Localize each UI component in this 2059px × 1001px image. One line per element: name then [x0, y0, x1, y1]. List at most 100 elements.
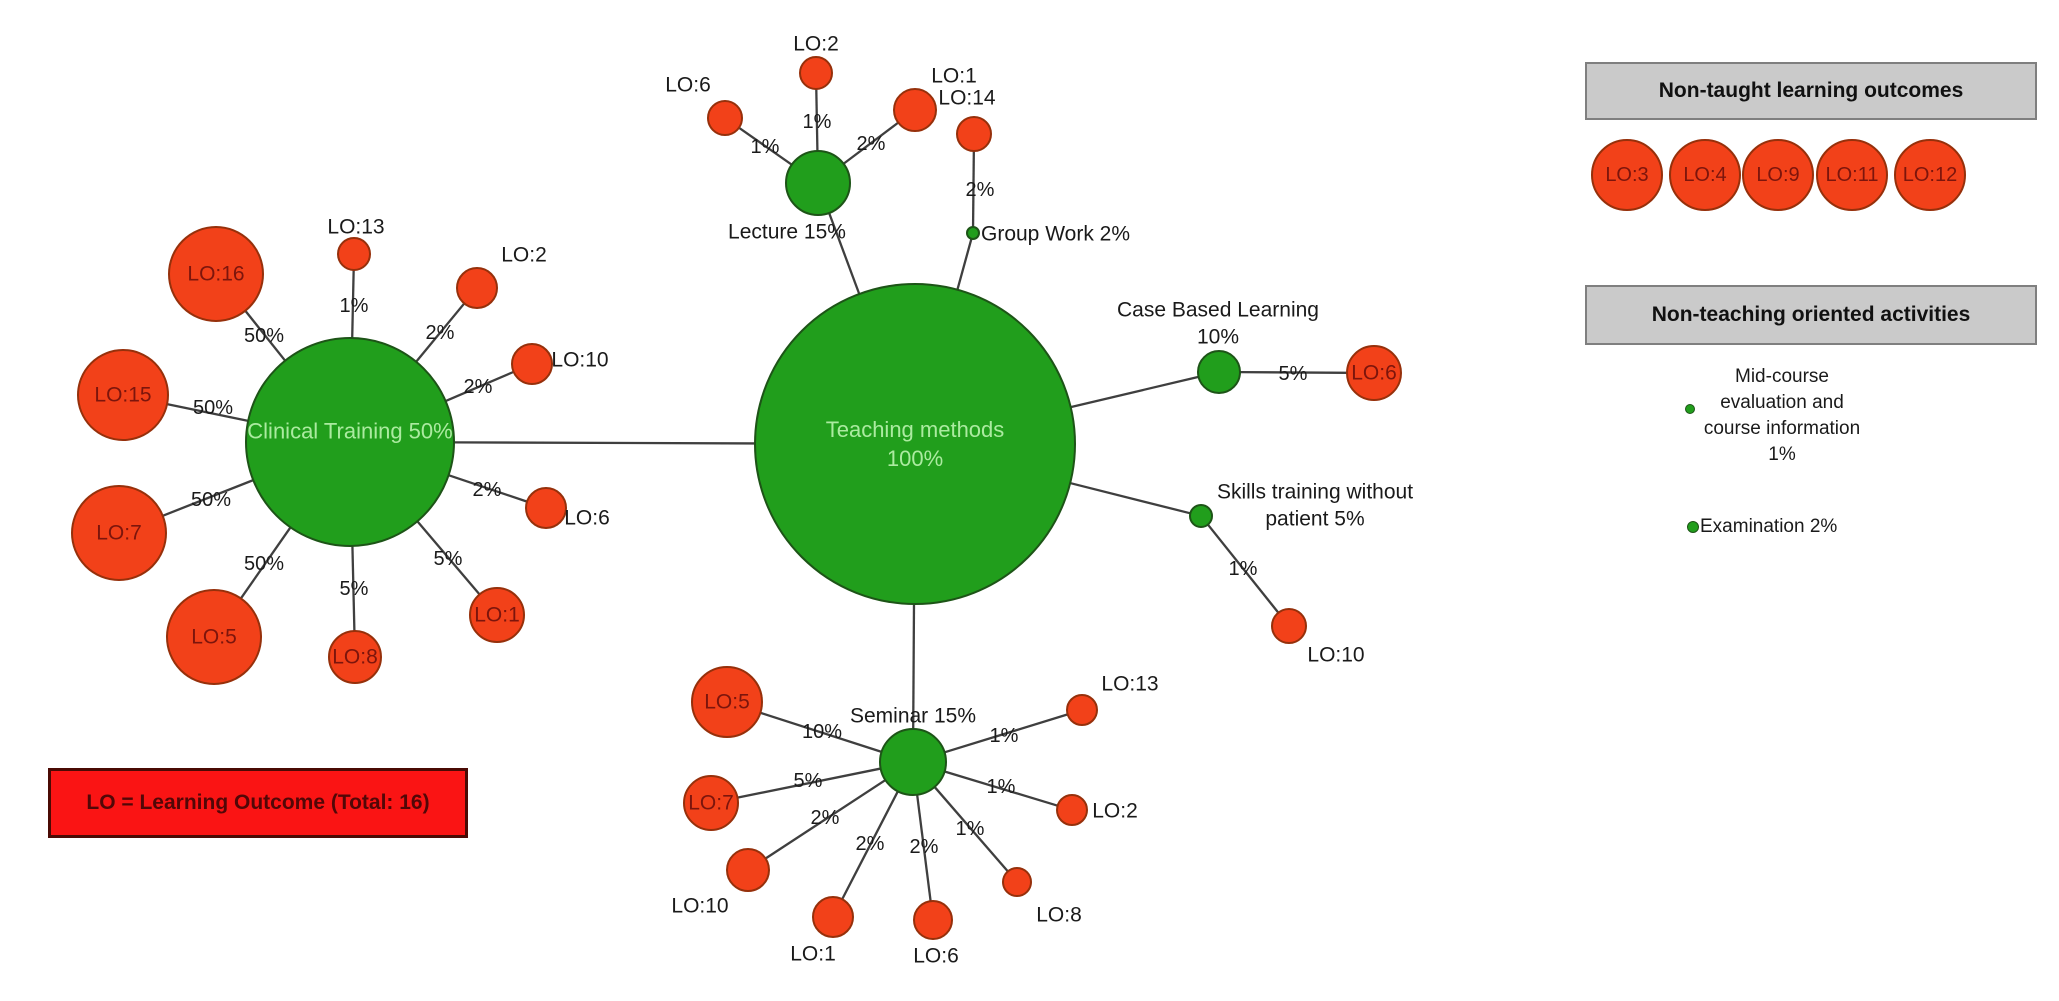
node-label-teaching: Teaching methods — [826, 417, 1005, 442]
edge-pct-clinical-cl13: 1% — [340, 295, 369, 317]
node-label-se8: LO:8 — [1036, 904, 1082, 927]
node-cl6 — [525, 487, 567, 529]
node-cl10 — [511, 343, 553, 385]
node-label-gw14: LO:14 — [938, 87, 996, 110]
node-gw14 — [956, 116, 992, 152]
edge-teaching-cbl — [1070, 375, 1199, 409]
non-taught-header-label: Non-taught learning outcomes — [1658, 79, 1964, 102]
edge-teaching-lecture — [828, 212, 861, 295]
node-cl13 — [337, 237, 371, 271]
edge-groupwork-gw14 — [971, 150, 975, 228]
edge-pct-lecture-le1: 2% — [857, 133, 886, 155]
edge-clinical-cl13 — [351, 269, 355, 339]
edge-pct-clinical-cl10: 2% — [464, 376, 493, 398]
edge-pct-groupwork-gw14: 2% — [966, 179, 995, 201]
edge-pct-seminar-se1: 2% — [856, 833, 885, 855]
activity-midcourse: Mid-course evaluation and course informa… — [1662, 364, 1902, 468]
node-cl15 — [77, 349, 169, 441]
node-label-cbl: 10% — [1197, 326, 1239, 349]
edge-seminar-se5 — [759, 711, 882, 753]
activities-header-label: Non-teaching oriented activities — [1651, 303, 1971, 326]
non-taught-label-lo3: LO:3 — [1605, 164, 1648, 186]
examination-label: Examination 2% — [1700, 516, 1838, 537]
non-taught-label-lo9: LO:9 — [1756, 164, 1799, 186]
edge-pct-clinical-cl2: 2% — [426, 322, 455, 344]
edge-pct-seminar-se2: 1% — [987, 776, 1016, 798]
node-le6 — [707, 100, 743, 136]
node-label-cb6: LO:6 — [1351, 362, 1397, 385]
node-se10 — [726, 848, 770, 892]
non-taught-node-lo11 — [1816, 139, 1888, 211]
node-label-se10: LO:10 — [671, 895, 728, 918]
activities-header: Non-teaching oriented activities — [1585, 285, 2037, 345]
node-cb6 — [1346, 345, 1402, 401]
midcourse-dot — [1685, 404, 1695, 414]
node-cl16 — [168, 226, 264, 322]
node-label-cl2: LO:2 — [501, 244, 547, 267]
node-cl2 — [456, 267, 498, 309]
node-label-se1: LO:1 — [790, 943, 836, 966]
node-label-le1: LO:1 — [931, 65, 977, 88]
midcourse-line: Mid-course — [1735, 366, 1829, 387]
node-label-groupwork: Group Work 2% — [981, 223, 1130, 246]
edge-clinical-cl7 — [162, 479, 254, 517]
node-cbl — [1197, 350, 1241, 394]
node-label-cl15: LO:15 — [94, 384, 151, 407]
edge-teaching-skills — [1069, 481, 1191, 515]
non-taught-node-lo4 — [1669, 139, 1741, 211]
edge-clinical-cl10 — [445, 370, 515, 403]
node-groupwork — [966, 226, 980, 240]
node-label-se7: LO:7 — [688, 792, 734, 815]
node-se1 — [812, 896, 854, 938]
node-se7 — [683, 775, 739, 831]
edge-clinical-cl2 — [415, 302, 466, 363]
node-label-cl5: LO:5 — [191, 626, 237, 649]
node-label-cl13: LO:13 — [327, 216, 384, 239]
edge-skills-sk10 — [1206, 523, 1280, 614]
edge-clinical-cl16 — [244, 310, 287, 362]
non-taught-label-lo4: LO:4 — [1683, 164, 1726, 186]
midcourse-line: 1% — [1768, 444, 1796, 465]
node-cl5 — [166, 589, 262, 685]
edge-pct-clinical-cl7: 50% — [191, 489, 231, 511]
edge-pct-clinical-cl8: 5% — [340, 578, 369, 600]
legend-box: LO = Learning Outcome (Total: 16) — [48, 768, 468, 838]
node-teaching — [754, 283, 1076, 605]
edge-seminar-se10 — [764, 779, 887, 860]
edge-seminar-se2 — [944, 770, 1058, 807]
node-label-cl7: LO:7 — [96, 522, 142, 545]
edge-pct-seminar-se10: 2% — [811, 807, 840, 829]
node-label-se5: LO:5 — [704, 691, 750, 714]
node-label-se2: LO:2 — [1092, 800, 1138, 823]
node-label-sk10: LO:10 — [1307, 644, 1364, 667]
examination-dot — [1687, 521, 1699, 533]
midcourse-line: course information — [1703, 418, 1861, 439]
node-skills — [1189, 504, 1213, 528]
midcourse-line: evaluation and — [1720, 392, 1844, 413]
edge-seminar-se13 — [944, 713, 1069, 754]
edge-clinical-cl8 — [351, 545, 356, 632]
node-label-teaching: 100% — [887, 446, 943, 471]
node-cl1 — [469, 587, 525, 643]
node-label-se6: LO:6 — [913, 945, 959, 968]
node-clinical — [245, 337, 455, 547]
edge-pct-clinical-cl16: 50% — [244, 325, 284, 347]
node-se2 — [1056, 794, 1088, 826]
edge-pct-clinical-cl15: 50% — [193, 397, 233, 419]
edge-pct-clinical-cl5: 50% — [244, 553, 284, 575]
edge-teaching-seminar — [912, 603, 916, 730]
node-label-cbl: Case Based Learning — [1117, 299, 1319, 322]
edge-pct-clinical-cl1: 5% — [434, 548, 463, 570]
node-se5 — [691, 666, 763, 738]
edge-clinical-cl15 — [166, 402, 249, 423]
edge-pct-seminar-se8: 1% — [956, 818, 985, 840]
edge-pct-skills-sk10: 1% — [1229, 558, 1258, 580]
edge-clinical-teaching — [453, 441, 756, 445]
node-label-le6: LO:6 — [665, 74, 711, 97]
node-le2 — [799, 56, 833, 90]
node-label-cl1: LO:1 — [474, 604, 520, 627]
node-seminar — [879, 728, 947, 796]
edge-pct-lecture-le2: 1% — [803, 111, 832, 133]
